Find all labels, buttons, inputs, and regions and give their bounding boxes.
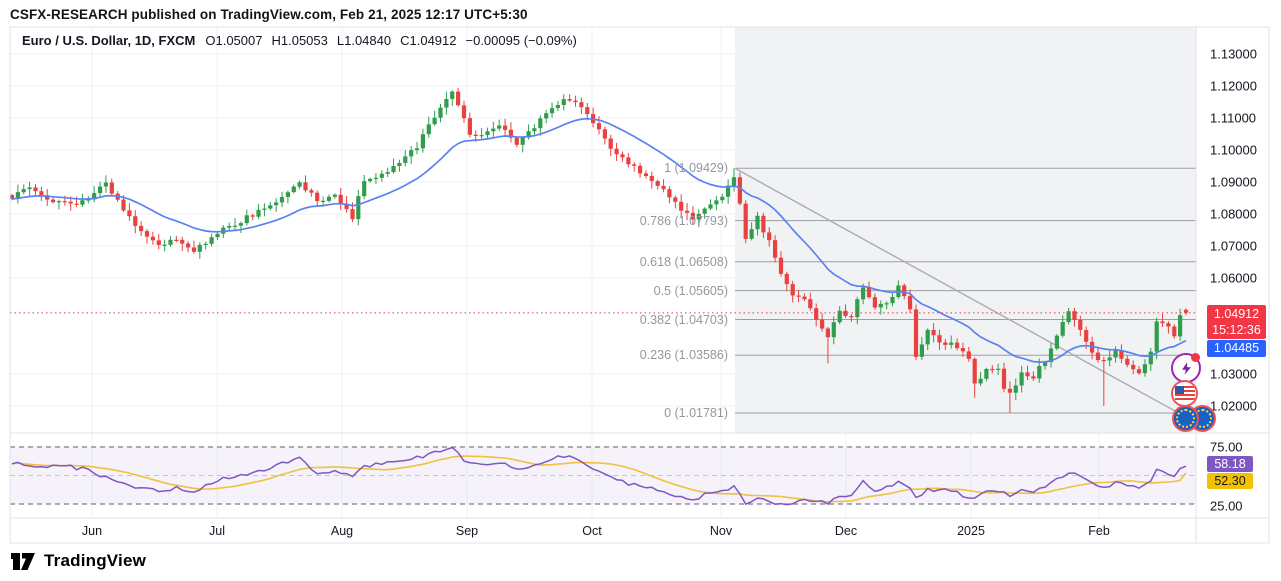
time-axis-label[interactable]: Sep bbox=[455, 524, 479, 538]
price-axis-label[interactable]: 1.12000 bbox=[1210, 78, 1257, 94]
price-axis-label[interactable]: 1.06000 bbox=[1210, 270, 1257, 286]
rsi-upper-band-label: 75.00 bbox=[1210, 439, 1243, 455]
tradingview-logo-text: TradingView bbox=[44, 551, 147, 570]
price-axis-label[interactable]: 1.02000 bbox=[1210, 398, 1257, 414]
flash-event-icon[interactable] bbox=[1171, 353, 1201, 383]
fib-level-label: 0.5 (1.05605) bbox=[653, 283, 728, 298]
fib-level-label: 0.618 (1.06508) bbox=[639, 254, 728, 269]
notification-dot bbox=[1191, 353, 1200, 362]
time-axis-label[interactable]: Nov bbox=[709, 524, 733, 538]
legend-change: −0.00095 (−0.09%) bbox=[465, 33, 577, 48]
last-price-badge: 1.04912 15:12:36 bbox=[1207, 305, 1266, 339]
legend-open: O1.05007 bbox=[205, 33, 263, 48]
price-axis-label[interactable]: 1.07000 bbox=[1210, 238, 1257, 254]
rsi-value-badge: 58.18 bbox=[1207, 456, 1253, 472]
legend-close: C1.04912 bbox=[400, 33, 457, 48]
fib-level-label: 0 (1.01781) bbox=[664, 406, 728, 420]
fib-level-label: 1 (1.09429) bbox=[664, 161, 728, 176]
eu-economic-event-icon[interactable] bbox=[1172, 405, 1199, 432]
legend-low: L1.04840 bbox=[336, 33, 392, 48]
time-axis-label[interactable]: Jun bbox=[81, 524, 103, 538]
rsi-lower-band-label: 25.00 bbox=[1210, 498, 1243, 514]
price-axis-label[interactable]: 1.11000 bbox=[1210, 110, 1257, 126]
fib-level-label: 0.786 (1.07793) bbox=[639, 213, 728, 228]
fib-level-label: 0.382 (1.04703) bbox=[639, 312, 728, 327]
time-axis-label[interactable]: Feb bbox=[1088, 524, 1110, 538]
time-axis-label[interactable]: Dec bbox=[834, 524, 858, 538]
chart-legend[interactable]: Euro / U.S. Dollar, 1D, FXCM O1.05007 H1.0… bbox=[22, 33, 586, 48]
price-axis-label[interactable]: 1.09000 bbox=[1210, 174, 1257, 190]
price-axis-label[interactable]: 1.03000 bbox=[1210, 366, 1257, 382]
time-axis-label[interactable]: Aug bbox=[330, 524, 354, 538]
time-axis-label[interactable]: Jul bbox=[209, 524, 225, 538]
us-flag-icon bbox=[1174, 386, 1195, 401]
rsi-ma-value-badge: 52.30 bbox=[1207, 473, 1253, 489]
ma-value-badge: 1.04485 bbox=[1207, 340, 1266, 357]
tradingview-footer[interactable]: TradingView bbox=[10, 551, 146, 571]
price-axis-label[interactable]: 1.08000 bbox=[1210, 206, 1257, 222]
attribution-text: CSFX-RESEARCH published on TradingView.c… bbox=[10, 7, 528, 22]
fib-level-label: 0.236 (1.03586) bbox=[639, 348, 728, 363]
time-axis-label[interactable]: Oct bbox=[582, 524, 602, 538]
eu-flag-icon bbox=[1176, 409, 1195, 428]
last-price-value: 1.04912 bbox=[1213, 307, 1260, 321]
symbol-title[interactable]: Euro / U.S. Dollar, 1D, FXCM bbox=[22, 33, 196, 48]
time-axis-label[interactable]: 2025 bbox=[957, 524, 985, 538]
tradingview-logo-icon bbox=[11, 552, 35, 570]
lightning-bolt-icon bbox=[1181, 361, 1191, 375]
price-axis-label[interactable]: 1.13000 bbox=[1210, 46, 1257, 62]
us-economic-event-icon[interactable] bbox=[1171, 380, 1198, 407]
price-axis-label[interactable]: 1.10000 bbox=[1210, 142, 1257, 158]
bar-countdown: 15:12:36 bbox=[1212, 323, 1261, 337]
legend-high: H1.05053 bbox=[271, 33, 328, 48]
